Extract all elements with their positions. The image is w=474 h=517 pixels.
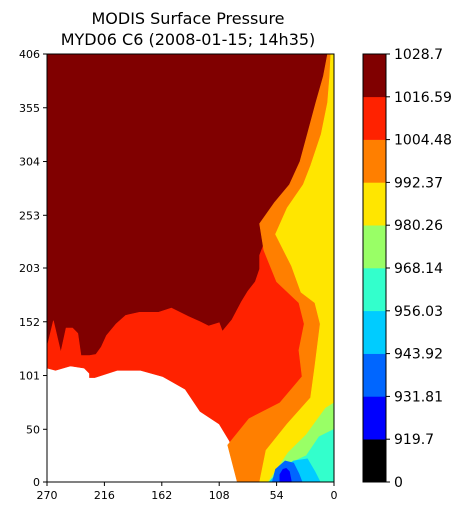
colorbar-tick-label: 956.03 — [394, 304, 443, 320]
chart-title-line1: MODIS Surface Pressure — [91, 9, 284, 28]
colorbar-segment — [363, 182, 386, 226]
colorbar-tick-label: 1004.48 — [394, 133, 452, 149]
x-tick-label: 108 — [209, 489, 230, 502]
colorbar-segment — [363, 139, 386, 183]
contour-region-992.37-1004.48 — [227, 54, 334, 482]
colorbar-tick-label: 980.26 — [394, 218, 443, 234]
contour-region-980.26-992.37 — [259, 54, 334, 482]
colorbar-tick-label: 968.14 — [394, 261, 443, 277]
x-tick-label: 270 — [37, 489, 58, 502]
y-tick-label: 203 — [19, 262, 40, 275]
y-tick-label: 253 — [19, 209, 40, 222]
y-tick-label: 101 — [19, 370, 40, 383]
contour-plot-area — [47, 54, 334, 482]
colorbar-segment — [363, 396, 386, 440]
colorbar-tick-label: 919.7 — [394, 432, 434, 448]
colorbar-tick-label: 0 — [394, 475, 403, 491]
colorbar-tick-label: 1028.7 — [394, 47, 443, 63]
colorbar-segment — [363, 310, 386, 354]
y-axis: 0 50 101 152 203 253 304 355 406 — [19, 48, 47, 489]
y-tick-label: 0 — [33, 476, 40, 489]
colorbar-tick-label: 943.92 — [394, 347, 443, 363]
colorbar-segment — [363, 268, 386, 312]
contour-region-919.7-931.81 — [279, 467, 292, 482]
y-tick-label: 406 — [19, 48, 40, 61]
y-tick-label: 152 — [19, 316, 40, 329]
colorbar-segment — [363, 353, 386, 397]
colorbar-segment — [363, 225, 386, 269]
x-tick-label: 54 — [270, 489, 284, 502]
chart-title-line2: MYD06 C6 (2008-01-15; 14h35) — [61, 30, 316, 49]
x-tick-label: 162 — [151, 489, 172, 502]
y-tick-label: 50 — [26, 423, 40, 436]
x-tick-label: 0 — [331, 489, 338, 502]
colorbar-segment — [363, 439, 386, 483]
colorbar-tick-label: 931.81 — [394, 389, 443, 405]
y-tick-label: 304 — [19, 156, 40, 169]
colorbar-segment — [363, 96, 386, 140]
x-axis: 270 216 162 108 54 0 — [37, 482, 338, 502]
colorbar: 0 919.7 931.81 943.92 956.03 968.14 980.26 992.… — [362, 47, 452, 491]
x-tick-label: 216 — [94, 489, 115, 502]
colorbar-tick-label: 992.37 — [394, 175, 443, 191]
colorbar-segment — [363, 54, 386, 98]
colorbar-tick-label: 1016.59 — [394, 90, 452, 106]
y-tick-label: 355 — [19, 102, 40, 115]
